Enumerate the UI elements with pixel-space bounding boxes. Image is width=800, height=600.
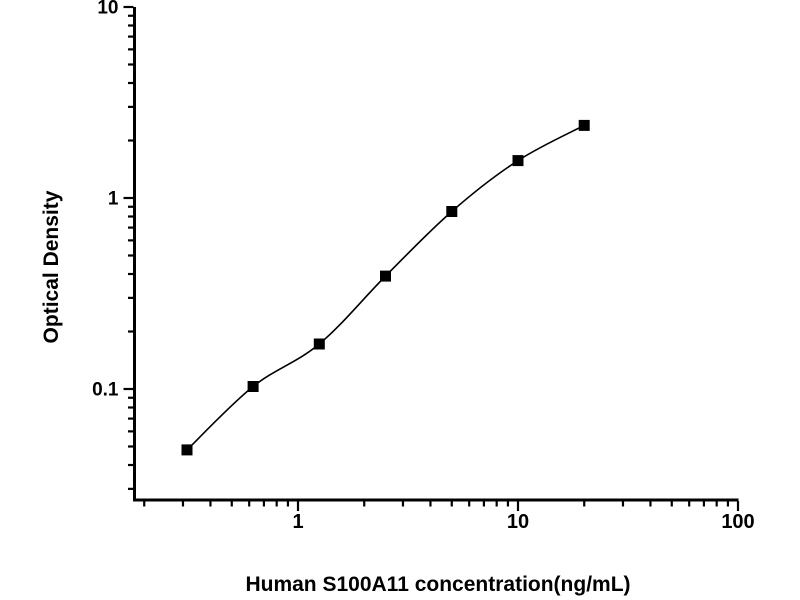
data-point-marker bbox=[578, 119, 590, 131]
fit-curve bbox=[186, 124, 585, 451]
x-tick-label: 100 bbox=[721, 511, 754, 533]
y-tick-label: 0.1 bbox=[92, 380, 119, 401]
axis-spine bbox=[133, 7, 739, 502]
data-point-marker bbox=[512, 155, 524, 167]
axes: 10 1 0.1 1 10 100 bbox=[92, 0, 755, 533]
data-point-marker bbox=[181, 444, 193, 456]
x-axis-title: Human S100A11 concentration(ng/mL) bbox=[245, 573, 630, 596]
data-point-marker bbox=[313, 338, 325, 350]
y-tick-label: 10 bbox=[97, 0, 118, 19]
y-tick-label: 1 bbox=[108, 189, 119, 210]
data-point-marker bbox=[446, 206, 458, 217]
y-axis-title: Optical Density bbox=[40, 190, 63, 343]
data-point-marker bbox=[380, 270, 391, 282]
series-standard-curve bbox=[181, 119, 590, 456]
x-tick-label: 1 bbox=[292, 511, 303, 533]
data-point-marker bbox=[247, 381, 259, 392]
x-tick-label: 10 bbox=[507, 511, 529, 533]
